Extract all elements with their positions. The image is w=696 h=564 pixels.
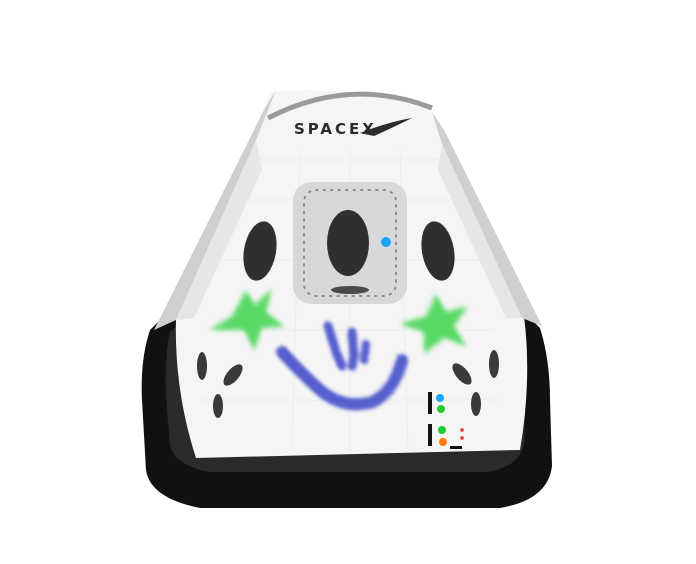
right-green-star-paint xyxy=(400,294,468,354)
blue-smile-paint xyxy=(276,321,408,411)
left-window xyxy=(243,221,277,281)
spacex-logo: SPACEX xyxy=(294,118,412,138)
right-side-panel xyxy=(432,112,542,326)
left-side-panel xyxy=(154,90,276,330)
hatch-handle xyxy=(331,286,369,294)
nose-cone-arc xyxy=(266,91,433,121)
right-thrusters xyxy=(452,350,499,416)
left-thrusters xyxy=(197,352,243,418)
left-green-star-paint xyxy=(210,288,284,350)
svg-text:SPACEX: SPACEX xyxy=(294,120,377,138)
docking-hatch xyxy=(293,182,407,304)
status-light-panel xyxy=(428,392,464,449)
hatch-window xyxy=(327,210,369,276)
right-window xyxy=(421,221,455,281)
logo-swoosh xyxy=(360,118,412,136)
blue-status-dot xyxy=(381,237,391,247)
